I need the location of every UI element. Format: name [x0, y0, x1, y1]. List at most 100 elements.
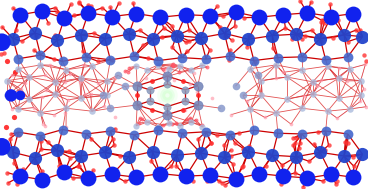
Point [63, 107, 69, 110]
Point [247, 67, 253, 70]
Point [68, 3, 74, 6]
Point [183, 175, 189, 178]
Point [293, 155, 299, 158]
Point [323, 58, 329, 61]
Point [54, 39, 60, 42]
Point [45, 140, 50, 143]
Point [194, 91, 200, 94]
Point [134, 104, 140, 107]
Point [321, 22, 327, 25]
Point [139, 118, 145, 121]
Point [223, 34, 229, 37]
Point [0, 25, 5, 28]
Point [350, 176, 356, 179]
Point [229, 39, 234, 42]
Point [186, 69, 192, 72]
Point [309, 29, 315, 32]
Point [327, 3, 333, 6]
Point [50, 58, 56, 61]
Point [160, 67, 166, 70]
Point [5, 182, 11, 185]
Point [10, 151, 16, 154]
Point [169, 46, 175, 49]
Point [188, 121, 194, 124]
Point [361, 87, 367, 90]
Point [174, 34, 180, 37]
Point [149, 160, 155, 163]
Point [325, 110, 330, 113]
Point [247, 144, 252, 147]
Point [284, 76, 290, 79]
Point [56, 20, 62, 23]
Point [199, 125, 205, 128]
Point [308, 0, 314, 3]
Point [232, 25, 238, 28]
Point [4, 171, 10, 174]
Point [333, 183, 339, 186]
Point [160, 123, 166, 126]
Point [222, 32, 227, 35]
Point [361, 53, 367, 56]
Point [258, 94, 264, 97]
Point [203, 130, 209, 133]
Point [319, 21, 325, 24]
Point [317, 151, 323, 154]
Point [10, 37, 16, 40]
Point [126, 66, 132, 69]
Point [214, 134, 220, 137]
Point [207, 14, 213, 17]
Point [84, 132, 89, 136]
Point [169, 122, 175, 125]
Point [319, 19, 325, 22]
Point [283, 26, 289, 29]
Point [186, 29, 192, 32]
Point [130, 2, 136, 5]
Point [8, 133, 14, 136]
Point [187, 83, 193, 86]
Point [122, 180, 128, 183]
Point [38, 148, 44, 151]
Point [166, 121, 172, 124]
Point [147, 99, 153, 102]
Point [144, 68, 150, 71]
Point [171, 78, 177, 81]
Point [39, 96, 45, 99]
Point [177, 65, 183, 68]
Point [137, 121, 142, 124]
Point [155, 129, 161, 132]
Point [17, 175, 23, 178]
Point [358, 79, 364, 82]
Point [16, 133, 22, 136]
Point [199, 64, 205, 67]
Point [218, 107, 224, 110]
Point [336, 67, 342, 70]
Point [65, 173, 71, 176]
Point [334, 117, 340, 120]
Point [137, 29, 142, 32]
Point [334, 180, 340, 183]
Point [177, 70, 183, 73]
Point [201, 14, 206, 17]
Point [155, 64, 161, 67]
Point [9, 74, 15, 77]
Point [100, 94, 106, 97]
Point [227, 133, 233, 136]
Point [80, 50, 86, 53]
Point [233, 177, 238, 180]
Point [228, 149, 234, 152]
Point [292, 141, 298, 144]
Point [169, 24, 174, 27]
Point [315, 131, 321, 134]
Point [247, 108, 253, 111]
Point [227, 49, 233, 52]
Point [241, 16, 247, 19]
Point [101, 105, 107, 108]
Point [82, 92, 88, 95]
Point [180, 108, 185, 111]
Point [166, 67, 172, 70]
Point [109, 173, 115, 176]
Point [62, 81, 68, 84]
Point [227, 55, 233, 58]
Point [363, 105, 368, 108]
Point [102, 37, 108, 40]
